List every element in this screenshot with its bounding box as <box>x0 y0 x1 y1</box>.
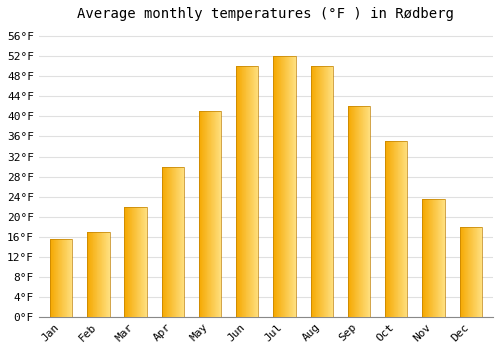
Bar <box>236 66 258 317</box>
Bar <box>310 66 333 317</box>
Bar <box>348 106 370 317</box>
Bar <box>422 199 444 317</box>
Bar <box>199 111 222 317</box>
Bar <box>274 56 295 317</box>
Bar <box>50 239 72 317</box>
Bar <box>87 232 110 317</box>
Title: Average monthly temperatures (°F ) in Rødberg: Average monthly temperatures (°F ) in Rø… <box>78 7 454 21</box>
Bar <box>162 167 184 317</box>
Bar <box>460 227 482 317</box>
Bar <box>124 206 147 317</box>
Bar <box>385 141 407 317</box>
